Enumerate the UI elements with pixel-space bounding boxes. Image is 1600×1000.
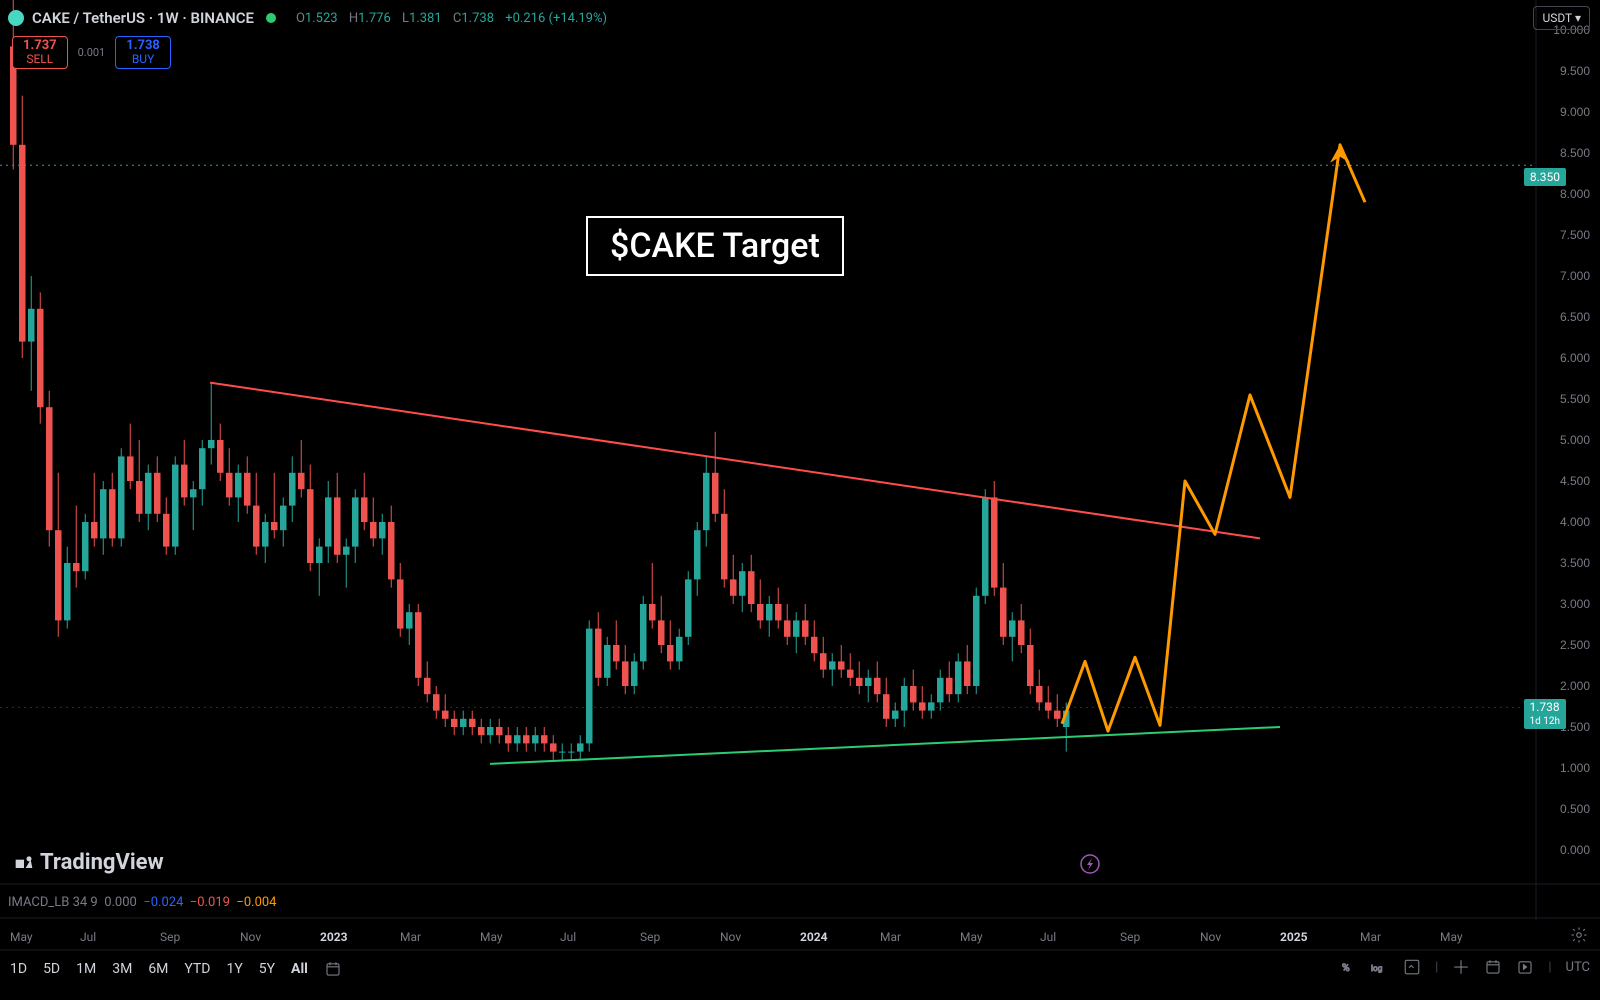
xaxis-label: Jul — [80, 930, 96, 944]
chart-header: CAKE / TetherUS · 1W · BINANCE O1.523 H1… — [0, 0, 1600, 36]
xaxis-label: Jul — [560, 930, 576, 944]
sell-buy-panel: 1.737SELL 0.001 1.738BUY — [12, 36, 171, 69]
xaxis-label: May — [1440, 930, 1463, 944]
xaxis-label: Mar — [1360, 930, 1381, 944]
crosshair-icon[interactable] — [1452, 958, 1470, 976]
range-selector: 1D 5D 1M 3M 6M YTD 1Y 5Y All — [10, 960, 342, 978]
tv-logo-icon — [14, 853, 34, 873]
svg-text:%: % — [1342, 961, 1350, 974]
range-calendar-icon[interactable] — [324, 960, 342, 978]
svg-text:1.000: 1.000 — [1560, 761, 1590, 775]
current-price-tag: 1.7381d 12h — [1524, 699, 1567, 729]
range-3m[interactable]: 3M — [112, 961, 132, 977]
buy-button[interactable]: 1.738BUY — [115, 36, 171, 69]
svg-text:9.000: 9.000 — [1560, 105, 1590, 119]
xaxis-label: May — [480, 930, 503, 944]
xaxis-label: 2024 — [800, 930, 828, 944]
xaxis-label: May — [10, 930, 33, 944]
svg-text:7.500: 7.500 — [1560, 228, 1590, 242]
svg-text:8.500: 8.500 — [1560, 146, 1590, 160]
svg-text:5.500: 5.500 — [1560, 392, 1590, 406]
svg-text:7.000: 7.000 — [1560, 269, 1590, 283]
svg-text:6.000: 6.000 — [1560, 351, 1590, 365]
range-1d[interactable]: 1D — [10, 961, 27, 977]
xaxis-label: Nov — [1200, 930, 1221, 944]
xaxis-label: Sep — [160, 930, 180, 944]
pair-title[interactable]: CAKE / TetherUS · 1W · BINANCE — [32, 9, 254, 27]
xaxis-label: Nov — [240, 930, 261, 944]
percent-icon[interactable]: % — [1339, 958, 1357, 976]
indicator-readout[interactable]: IMACD_LB 34 9 0.000 −0.024 −0.019 −0.004 — [8, 895, 277, 910]
range-5d[interactable]: 5D — [43, 961, 60, 977]
tradingview-logo: TradingView — [14, 850, 164, 875]
axis-settings-icon[interactable] — [1570, 926, 1588, 944]
calendar-icon[interactable] — [1484, 958, 1502, 976]
price-chart[interactable]: 10.0009.5009.0008.5008.0007.5007.0006.50… — [0, 0, 1600, 1000]
xaxis-label: 2023 — [320, 930, 348, 944]
range-5y[interactable]: 5Y — [259, 961, 275, 977]
pair-icon — [8, 10, 24, 26]
range-1m[interactable]: 1M — [76, 961, 96, 977]
sell-button[interactable]: 1.737SELL — [12, 36, 68, 69]
timezone-label[interactable]: UTC — [1566, 960, 1590, 975]
svg-text:3.500: 3.500 — [1560, 556, 1590, 570]
xaxis-label: Nov — [720, 930, 741, 944]
currency-selector[interactable]: USDT ▾ — [1533, 6, 1590, 30]
svg-text:2.500: 2.500 — [1560, 638, 1590, 652]
xaxis-label: 2025 — [1280, 930, 1308, 944]
svg-text:6.500: 6.500 — [1560, 310, 1590, 324]
svg-text:2.000: 2.000 — [1560, 679, 1590, 693]
svg-text:3.000: 3.000 — [1560, 597, 1590, 611]
time-axis[interactable]: May Jul Sep Nov 2023 Mar May Jul Sep Nov 2024 Mar Ma… — [0, 924, 1540, 950]
svg-text:5.000: 5.000 — [1560, 433, 1590, 447]
svg-text:4.000: 4.000 — [1560, 515, 1590, 529]
xaxis-label: Mar — [400, 930, 421, 944]
range-ytd[interactable]: YTD — [184, 961, 210, 977]
svg-text:0.000: 0.000 — [1560, 843, 1590, 857]
svg-text:0.500: 0.500 — [1560, 802, 1590, 816]
xaxis-label: Sep — [1120, 930, 1140, 944]
ohlc-readout: O1.523 H1.776 L1.381 C1.738 +0.216 (+14.… — [288, 11, 607, 26]
auto-icon[interactable] — [1403, 958, 1421, 976]
range-all[interactable]: All — [291, 961, 308, 977]
svg-text:log: log — [1371, 964, 1383, 974]
log-icon[interactable]: log — [1371, 958, 1389, 976]
target-annotation: $CAKE Target — [586, 216, 844, 276]
xaxis-label: Jul — [1040, 930, 1056, 944]
footer-tools: % log | | UTC — [1339, 958, 1590, 976]
goto-date-icon[interactable] — [1516, 958, 1534, 976]
svg-text:9.500: 9.500 — [1560, 64, 1590, 78]
spread-value: 0.001 — [78, 46, 106, 59]
live-dot-icon — [266, 13, 276, 23]
range-1y[interactable]: 1Y — [226, 961, 242, 977]
target-price-tag: 8.350 — [1524, 168, 1566, 186]
xaxis-label: Mar — [880, 930, 901, 944]
xaxis-label: May — [960, 930, 983, 944]
svg-text:8.000: 8.000 — [1560, 187, 1590, 201]
range-6m[interactable]: 6M — [148, 961, 168, 977]
svg-text:4.500: 4.500 — [1560, 474, 1590, 488]
xaxis-label: Sep — [640, 930, 660, 944]
